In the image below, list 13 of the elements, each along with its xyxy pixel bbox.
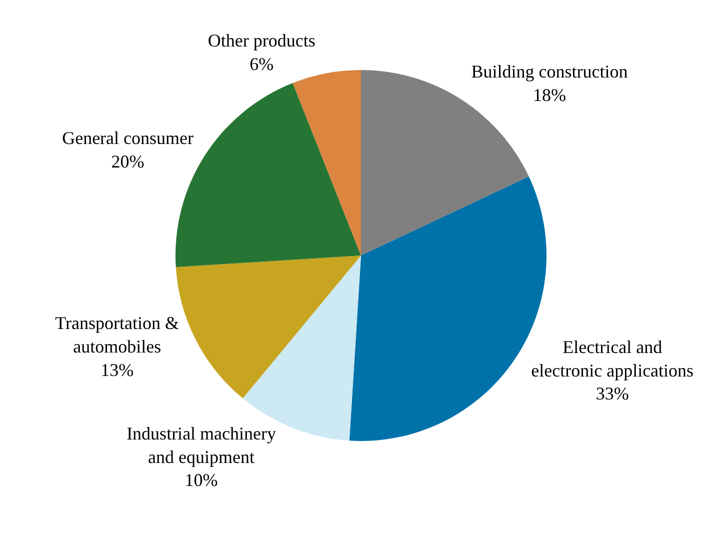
slice-label: General consumer bbox=[62, 128, 194, 148]
data-label: 20% bbox=[111, 152, 144, 172]
slice-label: Electrical and electronic applications bbox=[531, 336, 694, 380]
slice-label: Other products bbox=[208, 30, 316, 51]
pie-slice bbox=[292, 70, 361, 256]
slice-label: Industrial machinery and equipment bbox=[126, 423, 276, 467]
data-label: 13% bbox=[100, 360, 134, 380]
data-label: 10% bbox=[184, 470, 218, 490]
slice-label: Transportation & automobiles bbox=[55, 313, 180, 357]
data-label: 33% bbox=[596, 384, 629, 404]
data-label: 18% bbox=[532, 85, 566, 106]
data-label: 6% bbox=[250, 54, 274, 74]
slice-label: Building construction bbox=[471, 62, 628, 82]
